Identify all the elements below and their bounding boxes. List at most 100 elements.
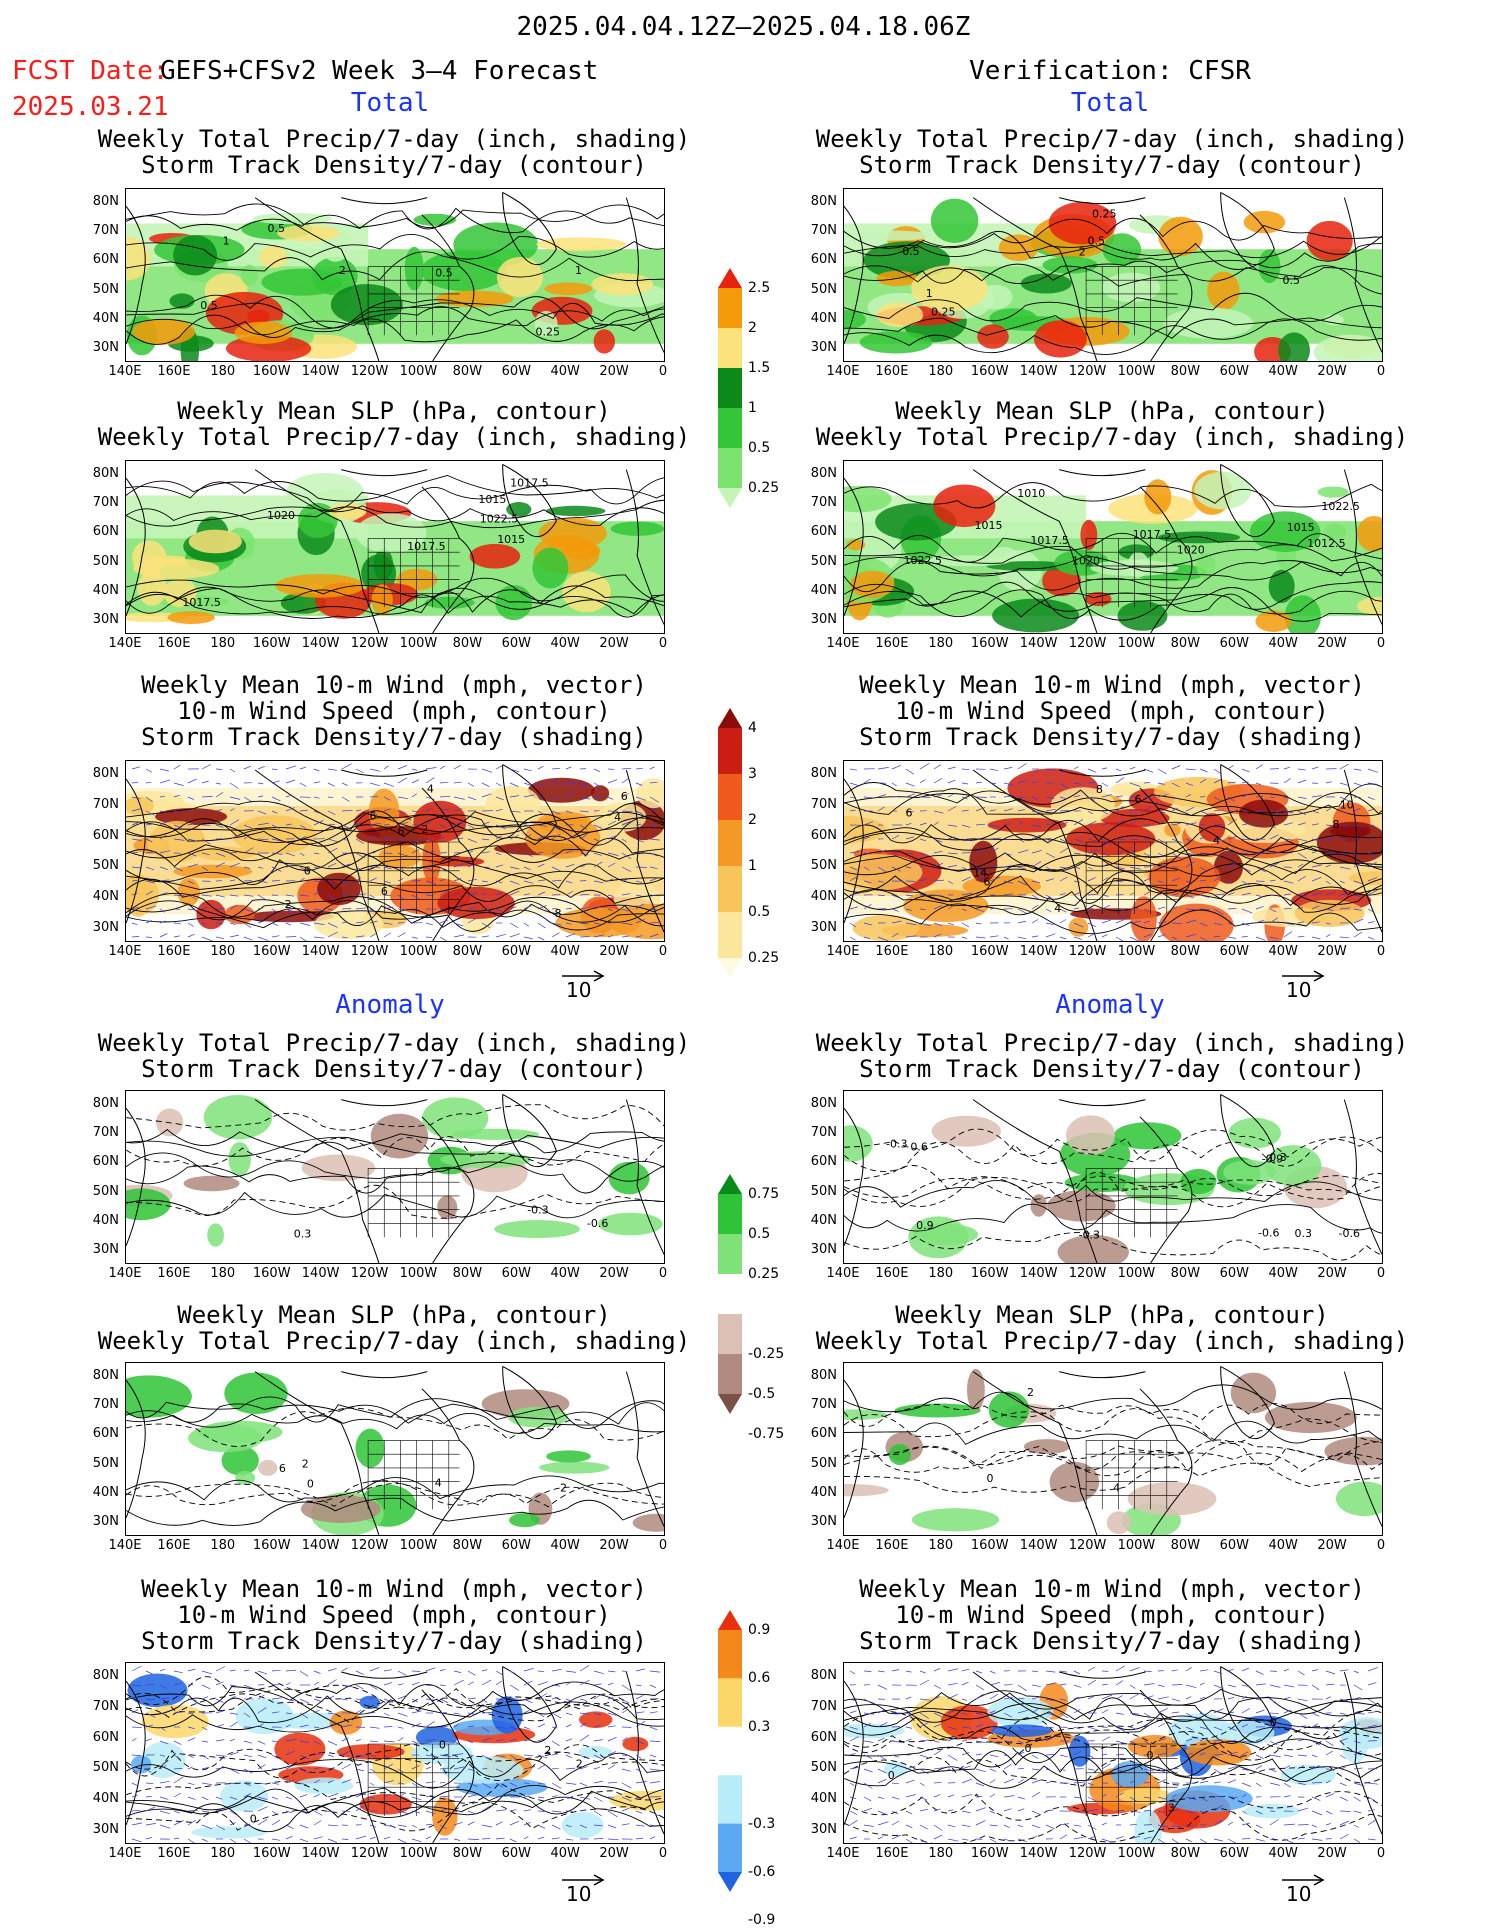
lon-tick-label: 40W [1260, 636, 1306, 651]
verification-label: Verification: CFSR [860, 56, 1360, 86]
lon-tick-label: 160E [869, 1538, 915, 1553]
panel-title-line: Weekly Mean 10-m Wind (mph, vector) [803, 1576, 1421, 1602]
lat-tick-label: 40N [87, 889, 119, 904]
lon-tick-label: 60W [1211, 1266, 1257, 1281]
panel-title-line: Storm Track Density/7-day (contour) [803, 152, 1421, 178]
lon-tick-label: 180 [200, 944, 246, 959]
lon-tick-label: 160W [249, 944, 295, 959]
lon-tick-label: 100W [1113, 1846, 1159, 1861]
lon-tick-label: 140E [820, 1538, 866, 1553]
lon-tick-label: 80W [444, 364, 490, 379]
colorbar-label: 0.25 [748, 480, 779, 496]
panel-title-line: Weekly Total Precip/7-day (inch, shading… [803, 424, 1421, 450]
lon-tick-label: 140E [102, 944, 148, 959]
lat-tick-label: 80N [805, 1368, 837, 1383]
contour-label: 1017.5 [182, 596, 221, 609]
colorbar-label: 0.9 [748, 1622, 770, 1638]
lon-tick-label: 160W [249, 1538, 295, 1553]
panel-title-line: Storm Track Density/7-day (shading) [803, 1628, 1421, 1654]
lat-tick-label: 70N [805, 797, 837, 812]
vector-ref-label: 10 [1286, 978, 1311, 1002]
section-anomaly-forecast: Anomaly [300, 990, 480, 1020]
colorbar-label: 4 [748, 720, 757, 736]
vector-ref-ob-anom: 10 [1280, 1872, 1330, 1892]
contour-label: 0.25 [1092, 207, 1117, 220]
colorbar-label: 0.5 [748, 440, 770, 456]
colorbar-label: 0.5 [748, 1226, 770, 1242]
lon-tick-label: 120W [1065, 364, 1111, 379]
lon-tick-label: 40W [542, 364, 588, 379]
lon-tick-label: 160E [151, 944, 197, 959]
lon-tick-label: 100W [395, 1538, 441, 1553]
colorbar-label: -0.9 [748, 1912, 775, 1928]
panel-title-line: Weekly Total Precip/7-day (inch, shading… [803, 126, 1421, 152]
contour-label: 6 [1135, 793, 1142, 806]
lon-tick-label: 0 [1358, 636, 1404, 651]
contour-label: 0.5 [200, 299, 218, 312]
vector-ref-label: 10 [566, 1882, 591, 1906]
lon-tick-label: 140W [298, 1538, 344, 1553]
lat-tick-label: 80N [805, 1096, 837, 1111]
colorbar-label: 0.6 [748, 1670, 770, 1686]
vector-ref-label: 10 [566, 978, 591, 1002]
lon-tick-label: 60W [1211, 364, 1257, 379]
colorbar-label: 3 [748, 766, 757, 782]
lon-tick-label: 140W [1016, 1846, 1062, 1861]
lat-tick-label: 50N [87, 554, 119, 569]
panel-title-line: Weekly Total Precip/7-day (inch, shading… [803, 1328, 1421, 1354]
contour-label: 1022.5 [904, 554, 943, 567]
lon-tick-label: 160W [967, 1266, 1013, 1281]
lat-tick-label: 60N [805, 1154, 837, 1169]
contour-label: -0.6 [1258, 1226, 1279, 1239]
lat-tick-label: 30N [87, 1822, 119, 1837]
contour-label: 8 [1333, 818, 1340, 831]
section-total-forecast: Total [300, 88, 480, 118]
lat-tick-label: 70N [805, 1125, 837, 1140]
colorbar-label: 1.5 [748, 360, 770, 376]
contour-label: 2 [285, 898, 292, 911]
lon-tick-label: 120W [347, 1266, 393, 1281]
lon-tick-label: 160E [151, 1266, 197, 1281]
contour-label: 6 [381, 885, 388, 898]
lon-tick-label: 20W [591, 364, 637, 379]
lat-tick-label: 70N [805, 1397, 837, 1412]
lon-tick-label: 160W [967, 364, 1013, 379]
contour-label: 2 [1079, 246, 1086, 259]
lon-tick-label: 20W [591, 636, 637, 651]
lat-tick-label: 80N [805, 194, 837, 209]
lon-tick-label: 160E [151, 1538, 197, 1553]
lon-tick-label: 20W [1309, 1266, 1355, 1281]
lon-tick-label: 140W [1016, 1266, 1062, 1281]
lat-tick-label: 40N [805, 889, 837, 904]
lat-tick-label: 80N [87, 766, 119, 781]
lat-tick-label: 30N [805, 920, 837, 935]
lon-tick-label: 0 [640, 1266, 686, 1281]
lon-tick-label: 160W [249, 364, 295, 379]
contour-label: 0.5 [435, 266, 453, 279]
lon-tick-label: 120W [1065, 636, 1111, 651]
lat-tick-label: 70N [805, 495, 837, 510]
lon-tick-label: 180 [918, 1538, 964, 1553]
panel-title-line: Weekly Mean SLP (hPa, contour) [85, 398, 703, 424]
contour-label: 0.25 [536, 326, 561, 339]
lat-tick-label: 30N [87, 920, 119, 935]
lon-tick-label: 160W [967, 636, 1013, 651]
lon-tick-label: 180 [200, 1846, 246, 1861]
lat-tick-label: 60N [805, 524, 837, 539]
contour-label: 3 [1168, 1802, 1175, 1815]
lon-tick-label: 40W [542, 944, 588, 959]
lon-tick-label: 80W [444, 1266, 490, 1281]
lon-tick-label: 140W [298, 364, 344, 379]
lat-tick-label: 50N [805, 1456, 837, 1471]
lon-tick-label: 140E [102, 636, 148, 651]
lon-tick-label: 120W [347, 364, 393, 379]
lon-tick-label: 40W [1260, 1266, 1306, 1281]
contour-label: 8 [1096, 783, 1103, 796]
lat-tick-label: 50N [805, 1760, 837, 1775]
lat-tick-label: 50N [87, 1760, 119, 1775]
lat-tick-label: 50N [87, 1184, 119, 1199]
lon-tick-label: 160E [869, 364, 915, 379]
contour-label: 4 [435, 1476, 442, 1489]
